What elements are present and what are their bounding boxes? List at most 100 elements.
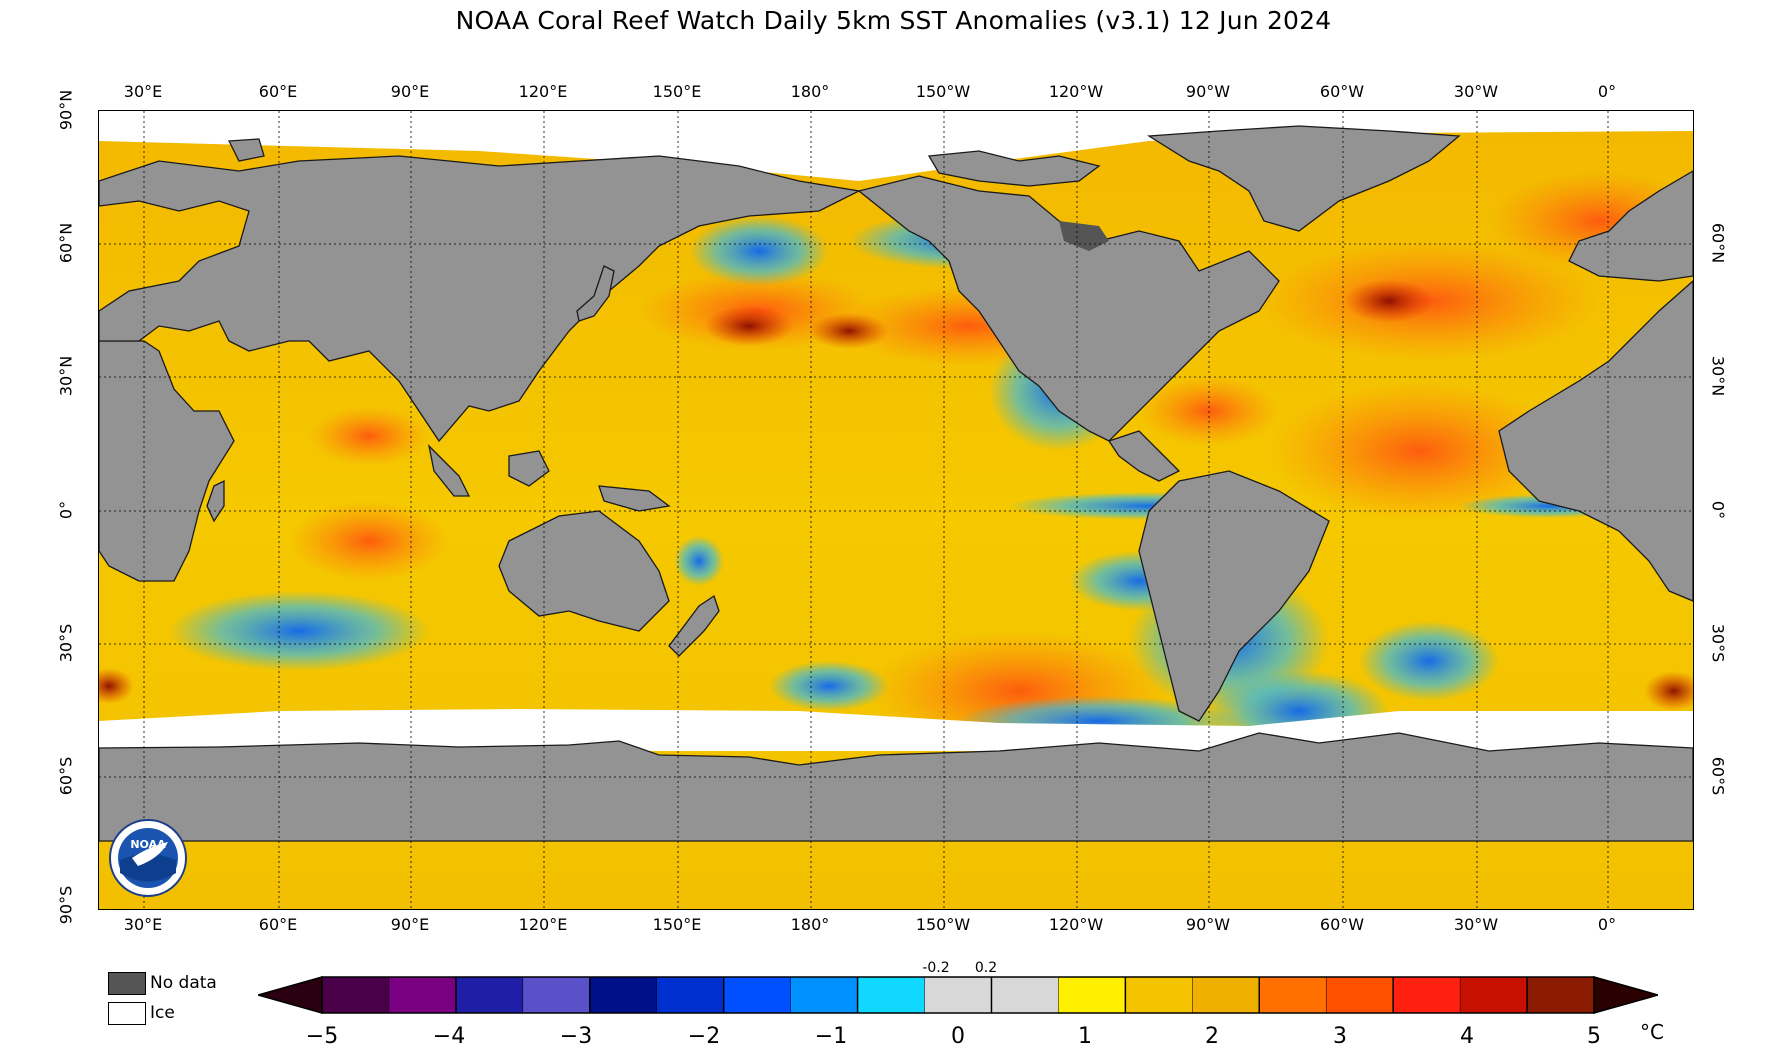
colorbar-cells [322, 977, 1595, 1013]
africa-land [99, 340, 235, 582]
no-data-label: No data [150, 973, 217, 993]
colorbar-minor-label: 0.2 [974, 960, 998, 976]
colorbar-tick: 1 [1078, 1024, 1092, 1049]
japan-land [576, 265, 615, 322]
lat-label-left: 30°N [56, 355, 76, 397]
lon-label-top: 30°W [1453, 82, 1499, 101]
colorbar-cell [589, 977, 658, 1013]
colorbar-cell [924, 977, 992, 1013]
colorbar-tick: −1 [814, 1024, 848, 1049]
lon-label-bottom: 90°W [1185, 915, 1231, 934]
colorbar-cell [1326, 977, 1394, 1013]
lon-label-bottom: 60°E [258, 915, 298, 934]
lon-label-bottom: 120°E [518, 915, 568, 934]
colorbar-cell [455, 977, 524, 1013]
lon-label-bottom: 0° [1597, 915, 1617, 934]
colorbar-cell [991, 977, 1059, 1013]
lat-label-left: 0° [56, 500, 76, 520]
colorbar-cell [1125, 977, 1193, 1013]
lat-label-right: 30°N [1708, 355, 1728, 397]
colorbar-cell [1527, 977, 1595, 1013]
colorbar-tick: 3 [1333, 1024, 1347, 1049]
ice-swatch [108, 1002, 146, 1025]
colorbar-tick: −5 [305, 1024, 339, 1049]
lon-label-top: 90°W [1185, 82, 1231, 101]
ice-label: Ice [150, 1003, 175, 1023]
colorbar-tick: 5 [1587, 1024, 1601, 1049]
colorbar-cell [857, 977, 926, 1013]
colorbar-cell [790, 977, 859, 1013]
colorbar-minor-label: -0.2 [922, 960, 950, 976]
central-america-land [1107, 430, 1181, 482]
colorbar-min-arrow [258, 976, 323, 1014]
colorbar-cell [522, 977, 591, 1013]
sumatra-land [427, 444, 471, 497]
svalbard-land [227, 138, 265, 162]
antarctica-land [99, 732, 1693, 842]
lon-label-top: 120°W [1048, 82, 1104, 101]
lon-label-top: 180° [790, 82, 830, 101]
colorbar-frame [321, 976, 1595, 1014]
new-guinea-land [598, 485, 671, 512]
no-data-swatch [108, 972, 146, 995]
lat-label-left: 60°S [56, 756, 76, 796]
colorbar-tick: −3 [559, 1024, 593, 1049]
lon-label-top: 90°E [390, 82, 430, 101]
colorbar-cell [1460, 977, 1528, 1013]
colorbar [258, 976, 1658, 1014]
colorbar-tick: 4 [1460, 1024, 1474, 1049]
hudson-bay-no-data [1059, 221, 1109, 251]
colorbar-cell [1192, 977, 1260, 1013]
noaa-logo: NOAA [109, 819, 187, 897]
colorbar-cell [1259, 977, 1327, 1013]
colorbar-max-arrow [1593, 976, 1658, 1014]
lon-label-bottom: 90°E [390, 915, 430, 934]
map-title: NOAA Coral Reef Watch Daily 5km SST Anom… [455, 6, 1332, 35]
colorbar-tick: 0 [951, 1024, 965, 1049]
lon-label-top: 120°E [518, 82, 568, 101]
lat-label-left: 60°N [56, 222, 76, 264]
eurasia-land [99, 155, 862, 443]
sst-anomaly-map [98, 110, 1694, 910]
lat-label-right: 0° [1708, 500, 1728, 520]
lon-label-bottom: 180° [790, 915, 830, 934]
lat-label-left: 90°N [56, 89, 76, 131]
lon-label-bottom: 150°E [652, 915, 702, 934]
colorbar-cell [656, 977, 725, 1013]
lon-label-top: 150°W [915, 82, 971, 101]
lon-label-bottom: 60°W [1319, 915, 1365, 934]
lon-label-top: 60°E [258, 82, 298, 101]
new-zealand-land [668, 594, 720, 657]
africa-west-land [1498, 280, 1693, 602]
colorbar-tick: −4 [432, 1024, 466, 1049]
noaa-logo-text: NOAA [130, 838, 166, 851]
lon-label-top: 0° [1597, 82, 1617, 101]
lat-label-left: 90°S [56, 885, 76, 925]
lat-label-right: 60°S [1708, 756, 1728, 796]
lat-label-left: 30°S [56, 623, 76, 663]
lon-label-bottom: 120°W [1048, 915, 1104, 934]
canadian-arctic-land [927, 150, 1101, 187]
graticule [99, 111, 1693, 909]
map-canvas [99, 111, 1693, 909]
colorbar-cell [1058, 977, 1126, 1013]
lon-label-bottom: 150°W [915, 915, 971, 934]
lon-label-bottom: 30°E [123, 915, 163, 934]
greenland-land [1146, 125, 1461, 232]
colorbar-cell [723, 977, 792, 1013]
colorbar-cell [1393, 977, 1461, 1013]
colorbar-cell [322, 977, 390, 1013]
land-masses [99, 125, 1693, 842]
europe-west-land [1568, 170, 1693, 282]
lon-label-top: 150°E [652, 82, 702, 101]
colorbar-tick: 2 [1205, 1024, 1219, 1049]
lon-label-top: 30°E [123, 82, 163, 101]
lon-label-top: 60°W [1319, 82, 1365, 101]
colorbar-units: °C [1640, 1020, 1664, 1044]
lat-label-right: 60°N [1708, 222, 1728, 264]
colorbar-tick: −2 [687, 1024, 721, 1049]
lat-label-right: 30°S [1708, 623, 1728, 663]
borneo-land [508, 450, 550, 487]
lon-label-bottom: 30°W [1453, 915, 1499, 934]
colorbar-cell [388, 977, 457, 1013]
